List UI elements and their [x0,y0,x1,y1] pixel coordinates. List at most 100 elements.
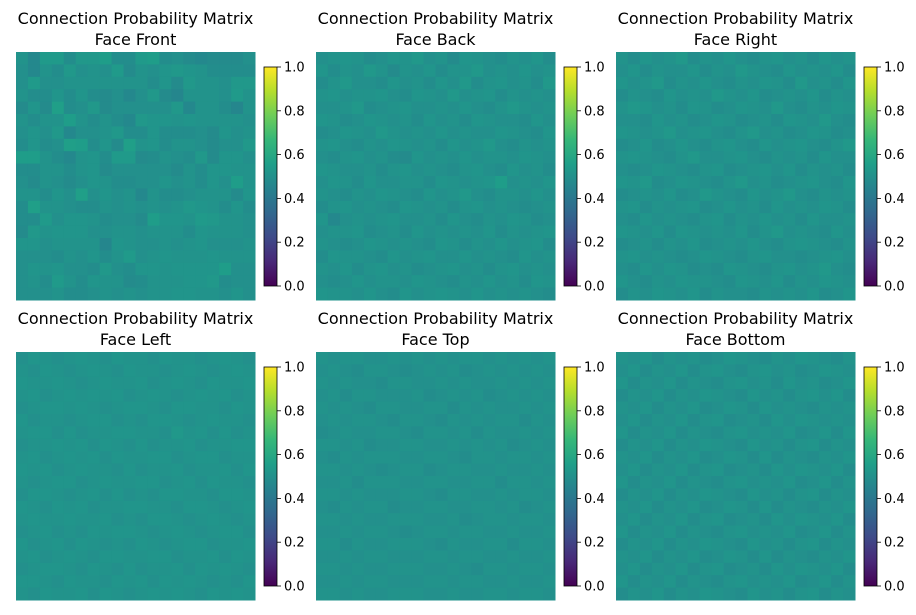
heatmap-cell [675,500,689,514]
heatmap-cell [459,151,472,165]
heatmap-cell [123,451,136,465]
heatmap-cell [111,89,125,103]
heatmap-cell [543,176,556,189]
heatmap-cell [627,414,641,427]
heatmap-cell [723,376,736,390]
heatmap-cell [99,101,113,115]
heatmap-cell [627,401,641,415]
heatmap-cell [435,352,448,365]
heatmap-cell [411,488,425,502]
heatmap-cell [723,500,736,514]
heatmap-cell [87,513,101,527]
heatmap-cell [123,52,136,65]
heatmap-cell [471,101,484,115]
heatmap-cell [759,525,772,539]
heatmap-cell [616,213,629,227]
heatmap-cell [483,126,496,140]
heatmap-cell [459,376,472,390]
heatmap-cell [675,587,689,601]
heatmap-cell [63,538,77,551]
heatmap-cell [51,587,65,601]
heatmap-cell [363,587,377,601]
heatmap-cell [723,200,736,214]
heatmap-cell [471,376,484,390]
heatmap-cell [495,126,508,140]
heatmap-cell [616,238,629,251]
heatmap-cell [531,376,544,390]
colorbar-tick-label: 0.4 [884,192,905,207]
heatmap-cell [27,188,41,202]
heatmap-cell [747,587,760,601]
heatmap-cell [147,426,160,440]
heatmap-cell [531,488,544,502]
heatmap-cell [519,438,532,452]
heatmap-cell [639,438,653,452]
heatmap-cell [339,250,353,264]
heatmap-cell [99,287,113,301]
heatmap-cell [327,389,341,403]
heatmap-cell [39,538,53,551]
heatmap-cell [543,89,556,103]
heatmap-cell [183,101,196,115]
heatmap-cell [507,200,520,214]
heatmap-cell [123,151,136,165]
heatmap-cell [616,101,629,115]
heatmap-cell [843,126,856,140]
heatmap-cell [759,352,772,365]
heatmap-cell [351,89,365,103]
heatmap-cell [747,414,760,427]
heatmap-cell [543,463,556,477]
heatmap-cell [63,575,77,589]
heatmap-cell [51,176,65,189]
heatmap-cell [843,213,856,227]
heatmap-cell [183,138,196,152]
heatmap-cell [39,114,53,127]
heatmap-cell [795,352,808,365]
heatmap-cell [63,213,77,227]
heatmap-cell [519,138,532,152]
heatmap-cell [759,426,772,440]
heatmap-cell [39,376,53,390]
heatmap-cell [807,463,820,477]
heatmap-cell [363,364,377,378]
heatmap-cell [87,126,101,140]
heatmap-cell [435,250,448,264]
heatmap-cell [711,151,725,165]
heatmap-cell [723,463,736,477]
panel-subtitle: Face Top [401,330,469,349]
heatmap-cell [843,587,856,601]
heatmap-cell [111,414,125,427]
colorbar-tick-label: 0.6 [584,448,605,463]
heatmap-cell [316,275,329,289]
heatmap-cell [819,151,832,165]
heatmap-cell [183,52,196,65]
heatmap-cell [783,287,796,301]
heatmap-cell [627,200,641,214]
heatmap-cell [795,250,808,264]
heatmap-cell [75,562,89,576]
heatmap-cell [627,575,641,589]
heatmap-cell [16,389,29,403]
heatmap-cell [316,89,329,103]
heatmap-cell [687,76,701,90]
heatmap-cell [399,575,413,589]
heatmap-cell [99,238,113,251]
heatmap-cell [735,451,748,465]
heatmap-cell [531,476,544,489]
heatmap-cell [243,250,256,264]
heatmap-cell [99,188,113,202]
heatmap-cell [663,225,677,239]
heatmap-cell [63,287,77,301]
heatmap-cell [399,426,413,440]
heatmap-cell [447,64,460,78]
heatmap-cell [747,562,760,576]
heatmap-cell [411,352,425,365]
heatmap-cell [87,225,101,239]
heatmap-cell [699,401,713,415]
heatmap-cell [87,538,101,551]
heatmap-cell [711,426,725,440]
heatmap-cell [639,414,653,427]
heatmap-cell [219,76,232,90]
heatmap-cell [531,451,544,465]
heatmap-cell [231,587,244,601]
